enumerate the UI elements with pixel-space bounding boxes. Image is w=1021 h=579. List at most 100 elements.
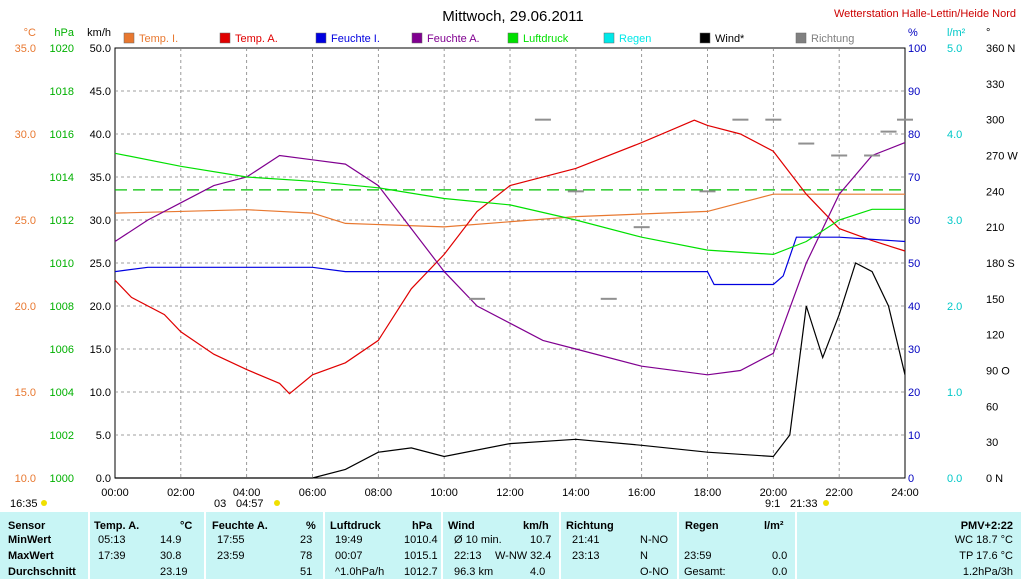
legend-swatch-7 bbox=[795, 32, 807, 44]
tick-x-10: 20:00 bbox=[760, 487, 788, 499]
dir-mark-11 bbox=[880, 130, 897, 133]
header-hum: Feuchte A. bbox=[212, 520, 268, 532]
unit-rain: l/m² bbox=[947, 27, 966, 39]
temp-value: 14.9 bbox=[160, 534, 182, 546]
dir-mark-3 bbox=[600, 297, 617, 300]
tick-dir-9: 90 O bbox=[986, 366, 1010, 378]
legend-swatch-1 bbox=[219, 32, 231, 44]
dir-mark-10 bbox=[864, 154, 881, 157]
tick-x-1: 02:00 bbox=[167, 487, 195, 499]
wind-value: 4.0 bbox=[530, 566, 546, 578]
tick-dir-10: 60 bbox=[986, 401, 998, 413]
tick-pct-5: 50 bbox=[908, 258, 920, 270]
legend-swatch-6 bbox=[699, 32, 711, 44]
tick-pct-3: 70 bbox=[908, 172, 920, 184]
legend-label-1: Temp. A. bbox=[235, 33, 278, 45]
marker-left-dot bbox=[274, 500, 280, 506]
marker-left-a: 03 bbox=[214, 498, 226, 510]
weather-chart: Mittwoch, 29.06.2011 Wetterstation Halle… bbox=[10, 8, 1019, 510]
header-pmv: PMV+2:22 bbox=[960, 520, 1013, 532]
wind-value: 32.4 bbox=[530, 550, 552, 562]
tick-hpa-6: 1008 bbox=[50, 301, 74, 313]
hum-value: 51 bbox=[300, 566, 313, 578]
wind-time: 22:13 bbox=[454, 550, 482, 562]
header-wind-unit: km/h bbox=[523, 520, 549, 532]
wind-value: 10.7 bbox=[530, 534, 552, 546]
series-5-line bbox=[115, 262, 906, 479]
tick-x-0: 00:00 bbox=[101, 487, 129, 499]
tick-hpa-7: 1006 bbox=[50, 344, 74, 356]
tick-temp-0: 35.0 bbox=[15, 43, 36, 55]
tick-dir-8: 120 bbox=[986, 330, 1004, 342]
tick-x-2: 04:00 bbox=[233, 487, 261, 499]
tick-dir-3: 270 W bbox=[986, 151, 1018, 163]
chart-grid bbox=[114, 47, 906, 479]
marker-left-b: 04:57 bbox=[236, 498, 264, 510]
series-3-line bbox=[114, 142, 906, 376]
tick-rain-3: 2.0 bbox=[947, 301, 962, 313]
legend-swatch-0 bbox=[123, 32, 135, 44]
unit-pct: % bbox=[908, 27, 918, 39]
tick-pct-7: 30 bbox=[908, 344, 920, 356]
tick-kmh-4: 30.0 bbox=[90, 215, 111, 227]
dir-mark-7 bbox=[765, 118, 782, 121]
tick-rain-1: 4.0 bbox=[947, 129, 962, 141]
tick-temp-2: 25.0 bbox=[15, 215, 36, 227]
tick-hpa-8: 1004 bbox=[50, 387, 74, 399]
tick-dir-0: 360 N bbox=[986, 43, 1015, 55]
unit-dir: ° bbox=[986, 27, 990, 39]
tick-dir-1: 330 bbox=[986, 79, 1004, 91]
legend-label-4: Luftdruck bbox=[523, 33, 569, 45]
header-hum-unit: % bbox=[306, 520, 316, 532]
press-value: 1015.1 bbox=[404, 550, 438, 562]
tick-rain-0: 5.0 bbox=[947, 43, 962, 55]
sunrise-dot bbox=[41, 500, 47, 506]
tick-x-3: 06:00 bbox=[299, 487, 327, 499]
tick-kmh-1: 45.0 bbox=[90, 86, 111, 98]
dir-value: N-NO bbox=[640, 534, 669, 546]
dir-mark-4 bbox=[633, 226, 650, 229]
press-time: 00:07 bbox=[335, 550, 363, 562]
series-2-line bbox=[114, 236, 906, 286]
temp-value: 23.19 bbox=[160, 566, 188, 578]
legend-label-0: Temp. I. bbox=[139, 33, 178, 45]
tick-kmh-0: 50.0 bbox=[90, 43, 111, 55]
tick-pct-2: 80 bbox=[908, 129, 920, 141]
tick-x-5: 10:00 bbox=[430, 487, 458, 499]
legend-label-5: Regen bbox=[619, 33, 651, 45]
dir-value: O-NO bbox=[640, 566, 669, 578]
tick-hpa-9: 1002 bbox=[50, 430, 74, 442]
tick-x-12: 24:00 bbox=[891, 487, 919, 499]
tick-hpa-4: 1012 bbox=[50, 215, 74, 227]
row-label: MinWert bbox=[8, 534, 52, 546]
rain-time: 23:59 bbox=[684, 550, 712, 562]
legend-swatch-3 bbox=[411, 32, 423, 44]
tick-hpa-10: 1000 bbox=[50, 473, 74, 485]
header-press: Luftdruck bbox=[330, 520, 381, 532]
wind-time: 96.3 km bbox=[454, 566, 494, 578]
sunrise-time: 16:35 bbox=[10, 498, 38, 510]
dir-value: N bbox=[640, 550, 648, 562]
legend-label-7: Richtung bbox=[811, 33, 854, 45]
unit-hpa: hPa bbox=[54, 27, 74, 39]
tick-dir-2: 300 bbox=[986, 115, 1004, 127]
tick-x-4: 08:00 bbox=[365, 487, 393, 499]
tick-rain-4: 1.0 bbox=[947, 387, 962, 399]
dir-mark-0 bbox=[469, 297, 486, 300]
tick-pct-10: 0 bbox=[908, 473, 914, 485]
tick-pct-9: 10 bbox=[908, 430, 920, 442]
tick-rain-2: 3.0 bbox=[947, 215, 962, 227]
unit-temp: °C bbox=[24, 27, 36, 39]
header-wind: Wind bbox=[448, 520, 475, 532]
chart-axes: 35.030.025.020.015.010.0°C10201018101610… bbox=[15, 27, 1019, 499]
tick-kmh-6: 20.0 bbox=[90, 301, 111, 313]
tick-x-11: 22:00 bbox=[825, 487, 853, 499]
chart-series bbox=[114, 118, 913, 479]
tick-kmh-9: 5.0 bbox=[96, 430, 111, 442]
header-sensor: Sensor bbox=[8, 520, 46, 532]
marker-right-a: 21:33 bbox=[790, 498, 818, 510]
header-press-unit: hPa bbox=[412, 520, 433, 532]
press-time: ^1.0hPa/h bbox=[335, 566, 385, 578]
wind-time: Ø 10 min. bbox=[454, 534, 502, 546]
time-markers: 16:35 03 04:57 9:1 21:33 bbox=[10, 498, 829, 510]
